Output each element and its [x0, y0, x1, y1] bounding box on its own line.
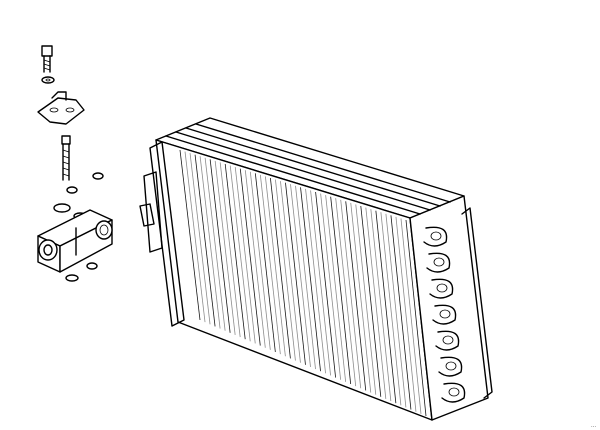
fin-line: [330, 196, 352, 385]
fin-line: [244, 170, 266, 348]
fin-line: [375, 210, 397, 404]
fin-line: [179, 149, 201, 321]
fin-line: [405, 219, 427, 417]
fin-line: [300, 187, 321, 372]
bolt: [61, 135, 71, 181]
tube-end: [448, 387, 460, 397]
fin-line: [204, 157, 226, 331]
tube-end: [445, 361, 457, 371]
fin-line: [239, 168, 261, 346]
fin-line: [264, 176, 286, 357]
washer: [66, 172, 104, 194]
fin-line: [355, 204, 377, 395]
fin-line: [214, 160, 236, 335]
tube-bend: [423, 226, 448, 247]
tube-bend: [435, 330, 460, 351]
fin-line: [350, 202, 372, 393]
tube-bend: [432, 304, 457, 325]
tube-bend: [441, 382, 466, 403]
fin-line: [275, 179, 296, 361]
fin-line: [280, 181, 301, 363]
fin-lines: [179, 149, 427, 417]
fin-line: [189, 153, 211, 325]
fin-line: [305, 188, 326, 374]
fin-line: [400, 218, 422, 414]
fin-line: [365, 207, 387, 399]
tube-end: [439, 309, 451, 319]
fin-line: [335, 198, 357, 387]
fin-line: [340, 199, 362, 389]
screw: [41, 45, 53, 73]
fin-line: [229, 165, 251, 342]
evaporator-core: [139, 117, 493, 421]
fin-line: [290, 184, 311, 367]
fin-line: [259, 174, 281, 355]
fin-line: [254, 173, 276, 353]
fin-line: [345, 201, 367, 391]
bracket: [37, 91, 85, 125]
fin-line: [234, 167, 256, 344]
fin-line: [360, 205, 382, 397]
tube-bend: [429, 278, 454, 299]
fin-line: [385, 213, 407, 408]
tube-end: [430, 231, 442, 241]
fin-line: [380, 212, 402, 406]
fin-line: [310, 190, 331, 376]
fin-line: [270, 177, 291, 359]
tube-bends: [423, 226, 466, 403]
tube-end: [433, 257, 445, 267]
fin-line: [224, 163, 246, 340]
tube-bend: [438, 356, 463, 377]
fin-line: [370, 209, 392, 402]
washer: [41, 76, 55, 84]
fin-line: [285, 182, 306, 365]
fin-line: [295, 185, 316, 370]
tube-end: [442, 335, 454, 345]
fin-line: [315, 191, 336, 378]
fin-line: [320, 193, 342, 380]
expansion-valve: [37, 209, 113, 282]
fin-line: [209, 159, 231, 333]
fin-line: [199, 156, 221, 329]
reference-number: ···: [591, 424, 596, 430]
fin-line: [395, 216, 417, 412]
fin-line: [249, 171, 271, 350]
fin-line: [184, 151, 206, 323]
fin-line: [219, 162, 241, 338]
fin-line: [194, 154, 216, 327]
tube-bend: [426, 252, 451, 273]
fin-line: [390, 215, 412, 410]
fin-line: [325, 195, 347, 382]
tube-end: [436, 283, 448, 293]
